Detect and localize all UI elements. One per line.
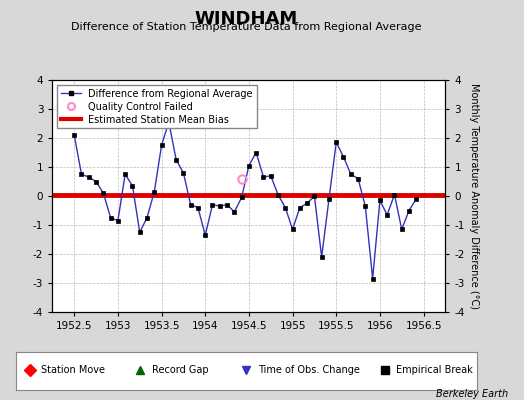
Text: Station Move: Station Move xyxy=(41,365,105,375)
Legend: Difference from Regional Average, Quality Control Failed, Estimated Station Mean: Difference from Regional Average, Qualit… xyxy=(57,85,257,128)
Text: Berkeley Earth: Berkeley Earth xyxy=(436,389,508,399)
Text: Time of Obs. Change: Time of Obs. Change xyxy=(258,365,359,375)
Text: Difference of Station Temperature Data from Regional Average: Difference of Station Temperature Data f… xyxy=(71,22,421,32)
Text: Empirical Break: Empirical Break xyxy=(396,365,473,375)
Text: WINDHAM: WINDHAM xyxy=(194,10,298,28)
Y-axis label: Monthly Temperature Anomaly Difference (°C): Monthly Temperature Anomaly Difference (… xyxy=(469,83,479,309)
Text: Record Gap: Record Gap xyxy=(152,365,209,375)
